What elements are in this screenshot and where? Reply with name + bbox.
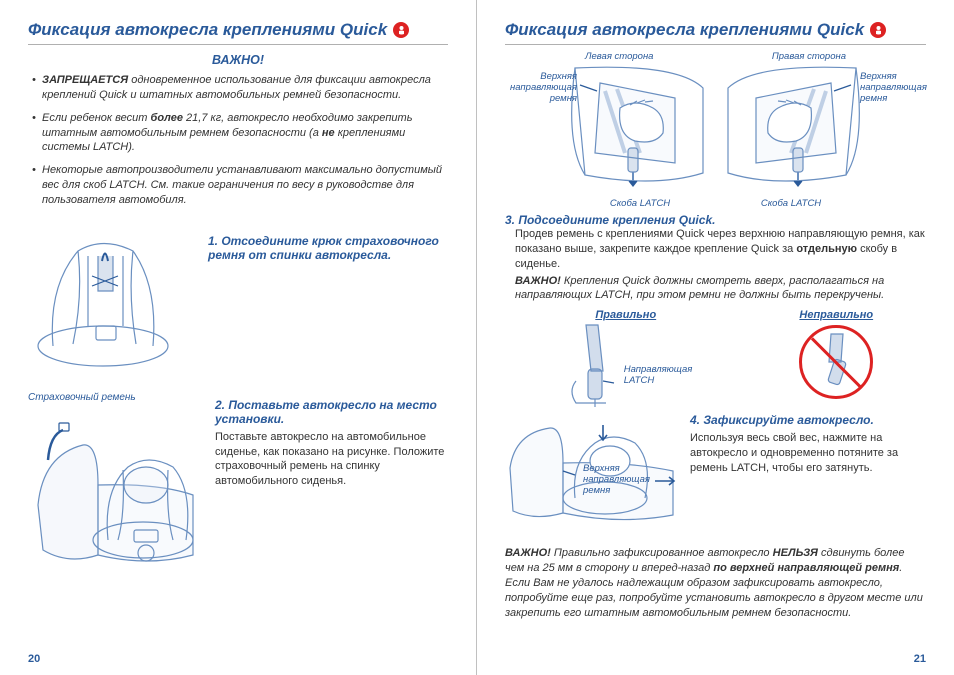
- step4-heading: 4. Зафиксируйте автокресло.: [690, 413, 926, 427]
- left-side-illus: Левая сторона Верхняя направляющая ремня: [505, 53, 705, 209]
- correct-illustration: [558, 321, 628, 409]
- step4-illustration: Верхняя направляющая ремня: [505, 413, 680, 538]
- latch-guide-label: Направляющая LATCH: [624, 364, 694, 386]
- upper-guide-label-2: Верхняя направляющая ремня: [583, 463, 653, 496]
- bullet-1: ЗАПРЕЩАЕТСЯ одновременное использование …: [28, 73, 448, 103]
- text: ЗАПРЕЩАЕТСЯ: [42, 74, 128, 86]
- child-icon: [393, 22, 409, 38]
- step4-row: Верхняя направляющая ремня 4. Зафиксируй…: [505, 413, 926, 538]
- text: Если ребенок весит: [42, 112, 151, 124]
- incorrect-block: Неправильно: [799, 309, 873, 409]
- step2-text: 2. Поставьте автокресло на место установ…: [203, 392, 448, 585]
- correct-label: Правильно: [558, 309, 694, 321]
- title-row: Фиксация автокресла креплениями Quick: [28, 20, 448, 45]
- page-number: 21: [914, 653, 926, 665]
- step1-illustration: [28, 226, 188, 376]
- right-side-illus: Правая сторона Верхняя направляющая ремн…: [726, 53, 926, 209]
- left-side-label: Левая сторона: [585, 51, 653, 62]
- step4-text: 4. Зафиксируйте автокресло. Используя ве…: [680, 413, 926, 538]
- child-icon: [870, 22, 886, 38]
- text: ВАЖНО!: [515, 275, 561, 287]
- step2-body: Поставьте автокресло на автомобильное си…: [215, 430, 448, 489]
- tether-label: Страховочный ремень: [28, 392, 203, 403]
- right-side-label: Правая сторона: [772, 51, 846, 62]
- text: Крепления Quick должны смотреть вверх, р…: [515, 275, 884, 302]
- incorrect-label: Неправильно: [799, 309, 873, 321]
- ban-icon: [799, 325, 873, 399]
- page-title: Фиксация автокресла креплениями Quick: [28, 20, 387, 40]
- step1-text: 1. Отсоедините крюк страховочного ремня …: [188, 226, 448, 376]
- step3-heading: 3. Подсоедините крепления Quick.: [505, 213, 926, 227]
- step2-row: Страховочный ремень 2. Поставьт: [28, 392, 448, 585]
- text: ВАЖНО!: [505, 547, 551, 559]
- text: не: [322, 127, 335, 139]
- step1-row: 1. Отсоедините крюк страховочного ремня …: [28, 226, 448, 376]
- text: НЕЛЬЗЯ: [773, 547, 818, 559]
- text: более: [151, 112, 183, 124]
- text: по верхней направляющей ремня: [713, 562, 899, 574]
- step2-heading: 2. Поставьте автокресло на место установ…: [215, 398, 448, 426]
- upper-guide-label: Верхняя направляющая ремня: [507, 71, 577, 104]
- bullet-2: Если ребенок весит более 21,7 кг, автокр…: [28, 111, 448, 156]
- text: Правильно зафиксированное автокресло: [551, 547, 773, 559]
- title-row: Фиксация автокресла креплениями Quick: [505, 20, 926, 45]
- step2-illustration: [28, 405, 203, 580]
- important-heading: ВАЖНО!: [28, 53, 448, 67]
- text: отдельную: [796, 243, 857, 255]
- step4-body: Используя весь свой вес, нажмите на авто…: [690, 431, 926, 476]
- page-title: Фиксация автокресла креплениями Quick: [505, 20, 864, 40]
- correct-block: Правильно Направляющая LATCH: [558, 309, 694, 409]
- bullet-3: Некоторые автопроизводители устанавливаю…: [28, 163, 448, 208]
- page-number: 20: [28, 653, 40, 665]
- page-21: Фиксация автокресла креплениями Quick Ле…: [477, 0, 954, 675]
- correct-incorrect-row: Правильно Направляющая LATCH Неправильно: [505, 309, 926, 409]
- step3-body: Продев ремень с креплениями Quick через …: [505, 227, 926, 272]
- page-20: Фиксация автокресла креплениями Quick ВА…: [0, 0, 477, 675]
- step1-heading: 1. Отсоедините крюк страховочного ремня …: [208, 234, 448, 262]
- top-illus-row: Левая сторона Верхняя направляющая ремня: [505, 53, 926, 209]
- final-important: ВАЖНО! Правильно зафиксированное автокре…: [505, 546, 926, 620]
- step3-important: ВАЖНО! Крепления Quick должны смотреть в…: [505, 274, 926, 304]
- upper-guide-label-r: Верхняя направляющая ремня: [860, 71, 930, 104]
- step2-illustration-col: Страховочный ремень: [28, 392, 203, 585]
